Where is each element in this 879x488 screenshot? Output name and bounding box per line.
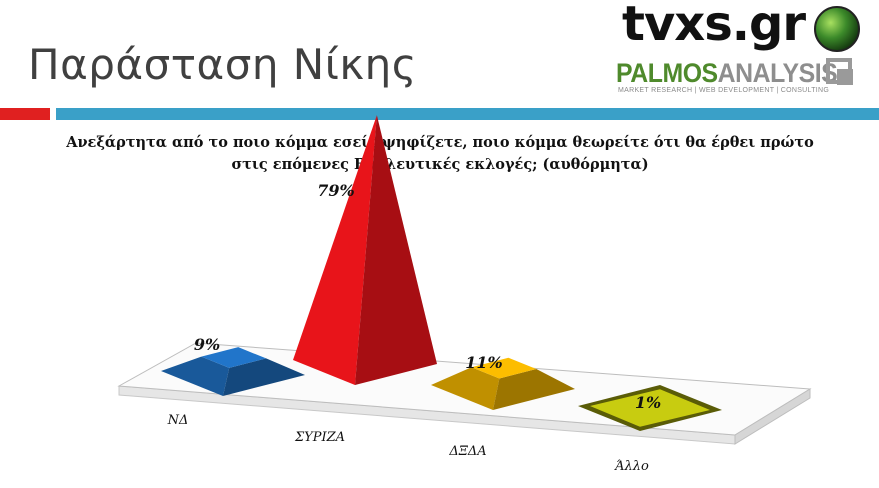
analysis-word: ANALYSIS (717, 58, 838, 88)
category-label-1: ΣΥΡΙΖΑ (294, 430, 345, 445)
palmos-tagline: MARKET RESEARCH | WEB DEVELOPMENT | CONS… (618, 87, 830, 94)
accent-bar-blue (56, 108, 879, 120)
palmos-square-icon (826, 58, 853, 85)
pyramid-top-face-2 (471, 357, 537, 379)
palmos-word: PALMOS (616, 58, 718, 88)
pyramid-right-face-1 (355, 115, 437, 385)
tvxs-logo: tvxs.gr (622, 0, 862, 54)
data-label-2: 11% (465, 353, 502, 372)
pyramid-top-3 (590, 389, 710, 427)
category-label-2: ΔΞΔΑ (448, 444, 486, 459)
category-label-3: Άλλο (614, 459, 649, 474)
pyramid-right-face-0 (223, 358, 305, 396)
pyramid-right-face-2 (493, 368, 575, 410)
pyramid-left-face-0 (161, 356, 230, 396)
survey-question: Ανεξάρτητα από το ποιο κόμμα εσείς ψηφίζ… (66, 134, 814, 173)
accent-bar-red (0, 108, 50, 120)
pyramid-left-face-2 (431, 367, 500, 410)
palmos-logo: PALMOSANALYSIS MARKET RESEARCH | WEB DEV… (614, 56, 864, 100)
data-label-1: 79% (317, 181, 354, 200)
pyramid-top-face-0 (201, 347, 267, 368)
palmos-logo-text: PALMOSANALYSIS (616, 58, 838, 89)
chart-floor-edge (734, 388, 811, 445)
tvxs-logo-text: tvxs.gr (622, 0, 806, 52)
category-label-0: ΝΔ (167, 413, 189, 428)
data-label-0: 9% (194, 335, 220, 354)
pyramid-left-face-1 (293, 115, 377, 385)
data-label-3: 1% (635, 393, 661, 412)
globe-icon (814, 6, 860, 52)
page-title: Παράσταση Νίκης (28, 40, 417, 89)
